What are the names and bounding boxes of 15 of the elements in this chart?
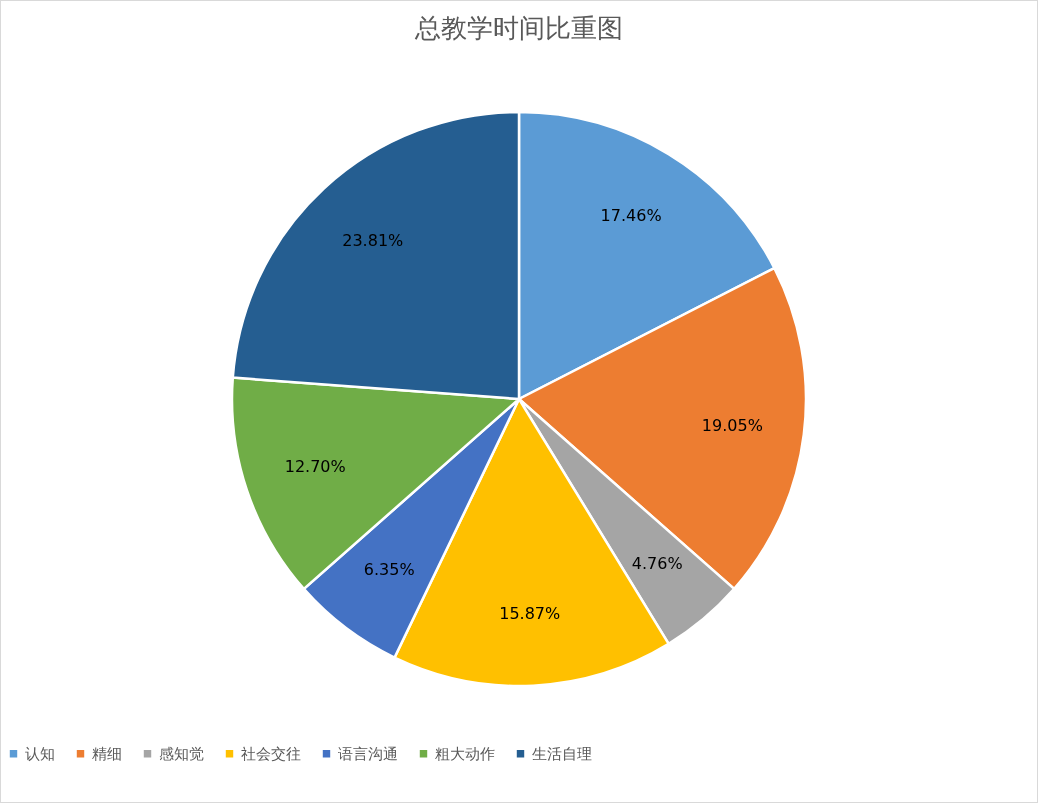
data-label: 6.35% (363, 560, 415, 580)
legend-label: 认知 (25, 744, 55, 763)
legend-label: 感知觉 (159, 744, 204, 763)
data-label: 15.87% (499, 603, 561, 623)
data-label: 17.46% (600, 205, 662, 225)
data-label: 4.76% (631, 553, 683, 573)
legend-label: 语言沟通 (338, 744, 398, 763)
chart-title: 总教学时间比重图 (414, 14, 623, 43)
legend-label: 生活自理 (532, 744, 592, 763)
legend-label: 精细 (92, 744, 122, 763)
data-label: 23.81% (342, 231, 404, 251)
legend-label: 粗大动作 (435, 744, 495, 763)
data-label: 19.05% (701, 415, 763, 435)
legend-label: 社会交往 (241, 744, 301, 763)
data-label: 12.70% (284, 457, 346, 477)
